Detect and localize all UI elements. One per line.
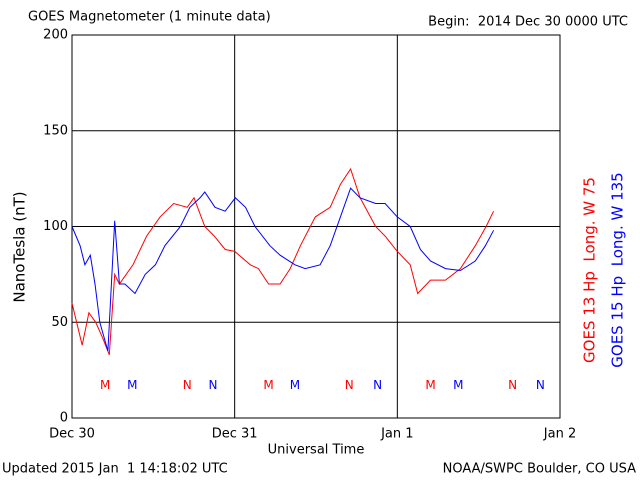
y-tick-label: 150	[43, 123, 68, 138]
annotation: M	[127, 378, 137, 392]
data-line	[71, 187, 495, 352]
y-tick-label: 0	[60, 411, 68, 426]
legend-label: GOES 13 Hp Long. W 75	[581, 177, 599, 363]
annotation: N	[208, 378, 217, 392]
footer-left: Updated 2015 Jan 1 14:18:02 UTC	[2, 462, 228, 477]
annotation: M	[290, 378, 300, 392]
annotation: N	[508, 378, 517, 392]
y-tick-label: 50	[51, 315, 68, 330]
annotation: N	[345, 378, 354, 392]
annotation: M	[425, 378, 435, 392]
annotation: M	[100, 378, 110, 392]
annotation: N	[373, 378, 382, 392]
y-axis-label: NanoTesla (nT)	[11, 191, 29, 302]
x-axis-label: Universal Time	[268, 443, 365, 458]
y-tick-label: 100	[43, 219, 68, 234]
x-tick-label: Dec 31	[212, 427, 258, 442]
data-line	[71, 167, 495, 355]
y-tick-label: 200	[43, 28, 68, 43]
footer-right: NOAA/SWPC Boulder, CO USA	[443, 462, 636, 477]
x-tick-label: Jan 1	[380, 427, 413, 442]
annotation: M	[453, 378, 463, 392]
annotation: N	[536, 378, 545, 392]
x-tick-label: Dec 30	[49, 427, 95, 442]
legend-label: GOES 15 Hp Long. W 135	[609, 172, 627, 367]
annotation: N	[183, 378, 192, 392]
annotation: M	[263, 378, 273, 392]
x-tick-label: Jan 2	[543, 427, 576, 442]
chart-subtitle: Begin: 2014 Dec 30 0000 UTC	[428, 15, 628, 30]
chart-title: GOES Magnetometer (1 minute data)	[28, 10, 271, 25]
